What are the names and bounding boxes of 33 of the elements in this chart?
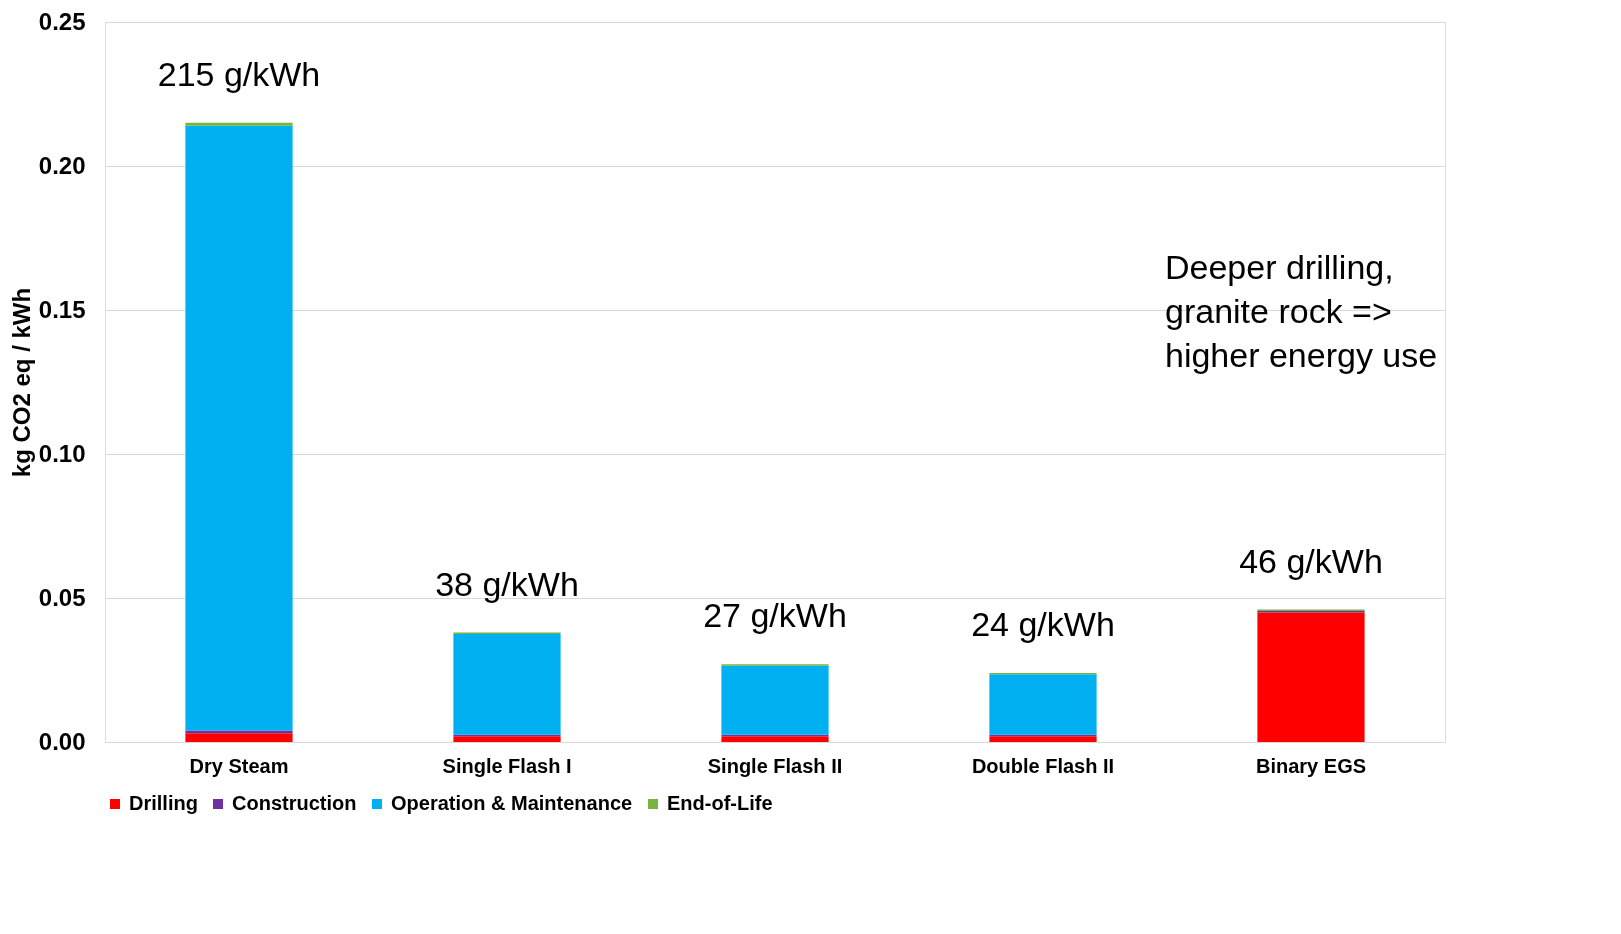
bar — [453, 736, 561, 742]
total-label: 46 g/kWh — [1239, 541, 1383, 580]
y-tick-label: 0.10 — [38, 439, 86, 467]
bar — [721, 665, 829, 735]
y-tick-label: 0.05 — [38, 583, 86, 611]
y-axis-title: kg CO2 eq / kWh — [7, 287, 35, 478]
legend-label: Operation & Maintenance — [391, 792, 633, 814]
bar — [185, 125, 293, 731]
annotation: Deeper drilling, granite rock => higher energy use — [1165, 248, 1438, 374]
legend-label: Drilling — [129, 792, 198, 814]
total-label: 215 g/kWh — [157, 54, 321, 93]
x-tick-label: Dry Steam — [189, 754, 289, 777]
total-label: 38 g/kWh — [435, 564, 579, 603]
total-label: 27 g/kWh — [703, 596, 847, 635]
y-tick-label: 0.00 — [38, 727, 86, 755]
x-tick-label: Single Flash I — [442, 754, 572, 777]
bar — [989, 674, 1097, 735]
y-tick-label: 0.25 — [38, 7, 86, 35]
bar — [185, 730, 293, 734]
bar — [185, 122, 293, 126]
bar — [721, 736, 829, 742]
legend-label: End-of-Life — [667, 792, 773, 814]
y-tick-label: 0.20 — [38, 151, 86, 179]
bar — [453, 634, 561, 735]
x-tick-label: Double Flash II — [971, 754, 1115, 777]
bar — [989, 736, 1097, 742]
y-tick-label: 0.15 — [38, 295, 86, 323]
x-tick-label: Single Flash II — [707, 754, 843, 777]
bar — [1257, 612, 1365, 742]
x-tick-label: Binary EGS — [1255, 754, 1367, 777]
bar — [185, 733, 293, 742]
total-label: 24 g/kWh — [971, 604, 1115, 643]
legend-label: Construction — [232, 792, 357, 814]
